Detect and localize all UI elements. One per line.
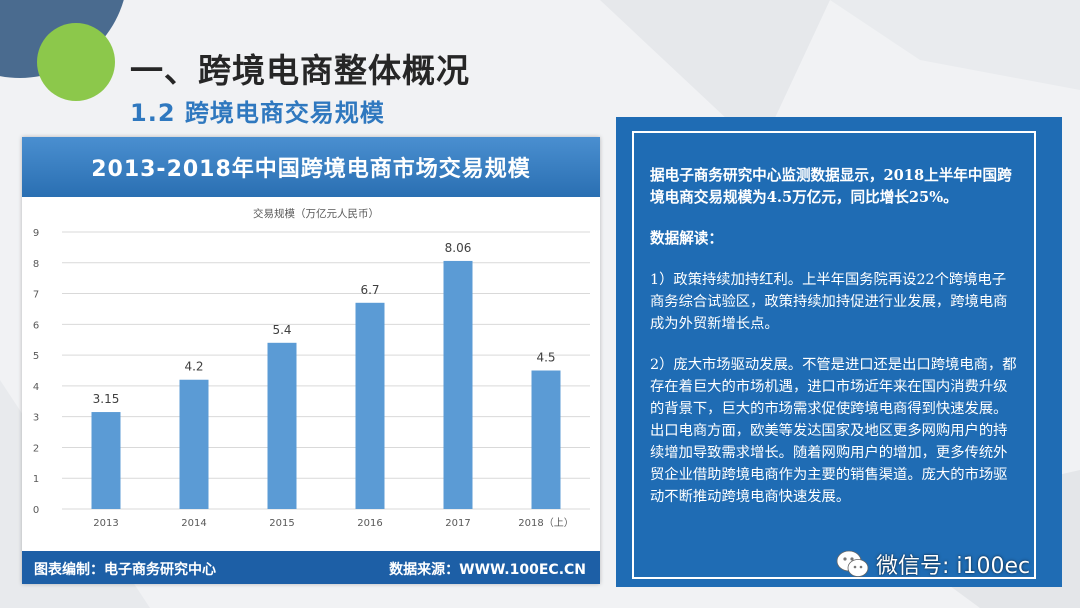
- chart-footer-source: 数据来源：WWW.100EC.CN: [389, 562, 586, 578]
- data-label: 8.06: [445, 241, 472, 255]
- x-tick-label: 2015: [269, 518, 294, 529]
- x-tick-label: 2013: [93, 518, 118, 529]
- y-tick-label: 1: [33, 474, 39, 485]
- info-paragraph: 数据解读：: [650, 230, 723, 247]
- y-tick-label: 2: [33, 443, 39, 454]
- y-tick-label: 5: [33, 351, 39, 362]
- bar-2016: [355, 302, 385, 509]
- data-label: 5.4: [272, 323, 291, 337]
- bar-2013: [91, 412, 121, 509]
- x-tick-label: 2018（上）: [518, 517, 573, 529]
- wechat-watermark: 微信号: i100ec: [836, 548, 1030, 580]
- bar-2017: [443, 260, 473, 509]
- data-label: 6.7: [360, 283, 379, 297]
- info-paragraph: 2）庞大市场驱动发展。不管是进口还是出口跨境电商，都存在着巨大的市场机遇，进口市…: [650, 357, 1017, 505]
- info-panel-border: [632, 131, 1036, 579]
- data-label: 4.5: [536, 351, 555, 365]
- y-tick-label: 8: [33, 259, 39, 270]
- y-tick-label: 6: [33, 320, 39, 331]
- chart-title: 交易规模（万亿元人民币）: [253, 207, 379, 220]
- info-panel-text: 据电子商务研究中心监测数据显示，2018上半年中国跨境电商交易规模为4.5万亿元…: [650, 165, 1018, 527]
- bg-facet: [600, 0, 830, 150]
- bar-chart: 交易规模（万亿元人民币） 0 1 2 3 4 5 6 7 8 9 3.15 2013 4.2 2014 5.4…: [33, 207, 590, 529]
- info-paragraph: 据电子商务研究中心监测数据显示，2018上半年中国跨境电商交易规模为4.5万亿元…: [650, 167, 1012, 206]
- wechat-id-text: 微信号: i100ec: [876, 554, 1031, 579]
- y-tick-label: 0: [33, 505, 39, 516]
- y-tick-label: 7: [33, 290, 39, 301]
- chart-card: 交易规模（万亿元人民币） 0 1 2 3 4 5 6 7 8 9 3.15 2013 4.2 2014 5.4…: [22, 137, 600, 584]
- y-tick-label: 9: [33, 228, 39, 239]
- chart-footer-credit: 图表编制：电子商务研究中心: [34, 562, 216, 578]
- data-label: 3.15: [93, 392, 120, 406]
- bar-2014: [179, 379, 209, 509]
- chart-footer: 图表编制：电子商务研究中心 数据来源：WWW.100EC.CN: [22, 551, 600, 584]
- info-paragraph: 1）政策持续加持红利。上半年国务院再设22个跨境电子商务综合试验区，政策持续加持…: [650, 272, 1008, 332]
- wechat-icon: [836, 550, 869, 577]
- corner-circle-green: [37, 23, 115, 101]
- x-tick-label: 2016: [357, 518, 382, 529]
- bar-2018（上）: [531, 370, 561, 509]
- slide-title: 一、跨境电商整体概况: [130, 51, 470, 90]
- x-tick-label: 2014: [181, 518, 206, 529]
- bg-facet: [830, 0, 1080, 90]
- y-tick-label: 3: [33, 413, 39, 424]
- bar-2015: [267, 342, 297, 509]
- y-tick-label: 4: [33, 382, 39, 393]
- x-tick-label: 2017: [445, 518, 470, 529]
- data-label: 4.2: [184, 360, 203, 374]
- info-panel: 据电子商务研究中心监测数据显示，2018上半年中国跨境电商交易规模为4.5万亿元…: [616, 117, 1062, 587]
- chart-banner: 2013-2018年中国跨境电商市场交易规模: [22, 137, 600, 197]
- slide-subtitle: 1.2 跨境电商交易规模: [130, 99, 385, 127]
